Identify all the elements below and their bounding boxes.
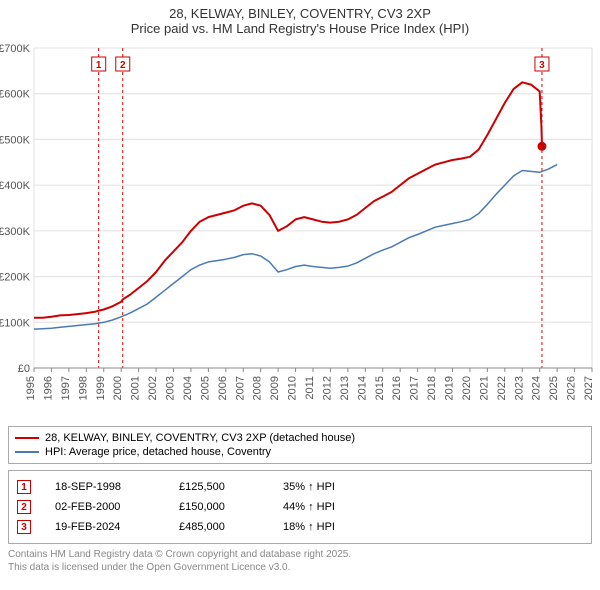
- svg-text:£100K: £100K: [0, 317, 31, 329]
- svg-text:2002: 2002: [147, 376, 159, 400]
- footer-attribution: Contains HM Land Registry data © Crown c…: [8, 548, 592, 574]
- svg-text:2020: 2020: [461, 376, 473, 400]
- svg-text:£200K: £200K: [0, 272, 31, 284]
- svg-text:2021: 2021: [478, 376, 490, 400]
- svg-text:2017: 2017: [409, 376, 421, 400]
- marker-hpi-3: 18% ↑ HPI: [283, 521, 335, 533]
- title-line-2: Price paid vs. HM Land Registry's House …: [0, 21, 600, 36]
- svg-text:2003: 2003: [165, 376, 177, 400]
- svg-text:£0: £0: [18, 363, 30, 375]
- svg-text:2015: 2015: [374, 376, 386, 400]
- line-chart-svg: £0 £100K £200K £300K £400K £500K £600K £700K 1 2 3…: [0, 40, 600, 420]
- marker-row-2: 2 02-FEB-2000 £150,000 44% ↑ HPI: [17, 497, 583, 517]
- svg-text:2005: 2005: [199, 376, 211, 400]
- svg-text:2010: 2010: [287, 376, 299, 400]
- title-line-1: 28, KELWAY, BINLEY, COVENTRY, CV3 2XP: [0, 6, 600, 21]
- marker-badge-3: 3: [17, 520, 31, 534]
- svg-text:2009: 2009: [269, 376, 281, 400]
- svg-text:1995: 1995: [25, 376, 37, 400]
- svg-text:1997: 1997: [60, 376, 72, 400]
- svg-text:£300K: £300K: [0, 226, 31, 238]
- svg-text:2008: 2008: [252, 376, 264, 400]
- marker-badge-1: 1: [17, 480, 31, 494]
- legend-row-2: HPI: Average price, detached house, Cove…: [15, 445, 585, 459]
- svg-text:2024: 2024: [531, 376, 543, 400]
- svg-text:2000: 2000: [112, 376, 124, 400]
- svg-text:£500K: £500K: [0, 134, 31, 146]
- footer-line-1: Contains HM Land Registry data © Crown c…: [8, 548, 592, 561]
- svg-text:2016: 2016: [391, 376, 403, 400]
- svg-text:2025: 2025: [548, 376, 560, 400]
- svg-text:2023: 2023: [513, 376, 525, 400]
- svg-text:2004: 2004: [182, 376, 194, 400]
- svg-text:2022: 2022: [496, 376, 508, 400]
- svg-text:1998: 1998: [77, 376, 89, 400]
- marker-date-3: 19-FEB-2024: [55, 521, 155, 533]
- marker-date-1: 18-SEP-1998: [55, 481, 155, 493]
- svg-text:£400K: £400K: [0, 180, 31, 192]
- svg-text:2007: 2007: [234, 376, 246, 400]
- svg-text:1999: 1999: [95, 376, 107, 400]
- marker-hpi-2: 44% ↑ HPI: [283, 501, 335, 513]
- svg-text:£600K: £600K: [0, 89, 31, 101]
- legend-row-1: 28, KELWAY, BINLEY, COVENTRY, CV3 2XP (d…: [15, 431, 585, 445]
- svg-text:1: 1: [96, 60, 102, 71]
- svg-text:2027: 2027: [583, 376, 595, 400]
- svg-text:2011: 2011: [304, 376, 316, 400]
- svg-text:3: 3: [539, 60, 545, 71]
- svg-text:2006: 2006: [217, 376, 229, 400]
- marker-price-1: £125,500: [179, 481, 259, 493]
- footer-line-2: This data is licensed under the Open Gov…: [8, 561, 592, 574]
- svg-text:2026: 2026: [566, 376, 578, 400]
- svg-text:1996: 1996: [42, 376, 54, 400]
- legend-swatch-price-paid: [15, 437, 39, 439]
- marker-row-1: 1 18-SEP-1998 £125,500 35% ↑ HPI: [17, 477, 583, 497]
- marker-hpi-1: 35% ↑ HPI: [283, 481, 335, 493]
- svg-text:2014: 2014: [356, 376, 368, 400]
- svg-text:2: 2: [120, 60, 126, 71]
- chart-title: 28, KELWAY, BINLEY, COVENTRY, CV3 2XP Pr…: [0, 0, 600, 40]
- legend-label-price-paid: 28, KELWAY, BINLEY, COVENTRY, CV3 2XP (d…: [45, 432, 355, 444]
- legend-label-hpi: HPI: Average price, detached house, Cove…: [45, 446, 271, 458]
- svg-text:2019: 2019: [444, 376, 456, 400]
- svg-text:2018: 2018: [426, 376, 438, 400]
- svg-text:2013: 2013: [339, 376, 351, 400]
- marker-badge-2: 2: [17, 500, 31, 514]
- marker-price-3: £485,000: [179, 521, 259, 533]
- svg-text:2001: 2001: [130, 376, 142, 400]
- svg-text:2012: 2012: [321, 376, 333, 400]
- chart-area: £0 £100K £200K £300K £400K £500K £600K £700K 1 2 3…: [0, 40, 600, 420]
- marker-price-2: £150,000: [179, 501, 259, 513]
- legend-swatch-hpi: [15, 451, 39, 453]
- marker-date-2: 02-FEB-2000: [55, 501, 155, 513]
- marker-table: 1 18-SEP-1998 £125,500 35% ↑ HPI 2 02-FE…: [8, 470, 592, 544]
- legend: 28, KELWAY, BINLEY, COVENTRY, CV3 2XP (d…: [8, 426, 592, 464]
- svg-text:£700K: £700K: [0, 43, 31, 55]
- marker-row-3: 3 19-FEB-2024 £485,000 18% ↑ HPI: [17, 517, 583, 537]
